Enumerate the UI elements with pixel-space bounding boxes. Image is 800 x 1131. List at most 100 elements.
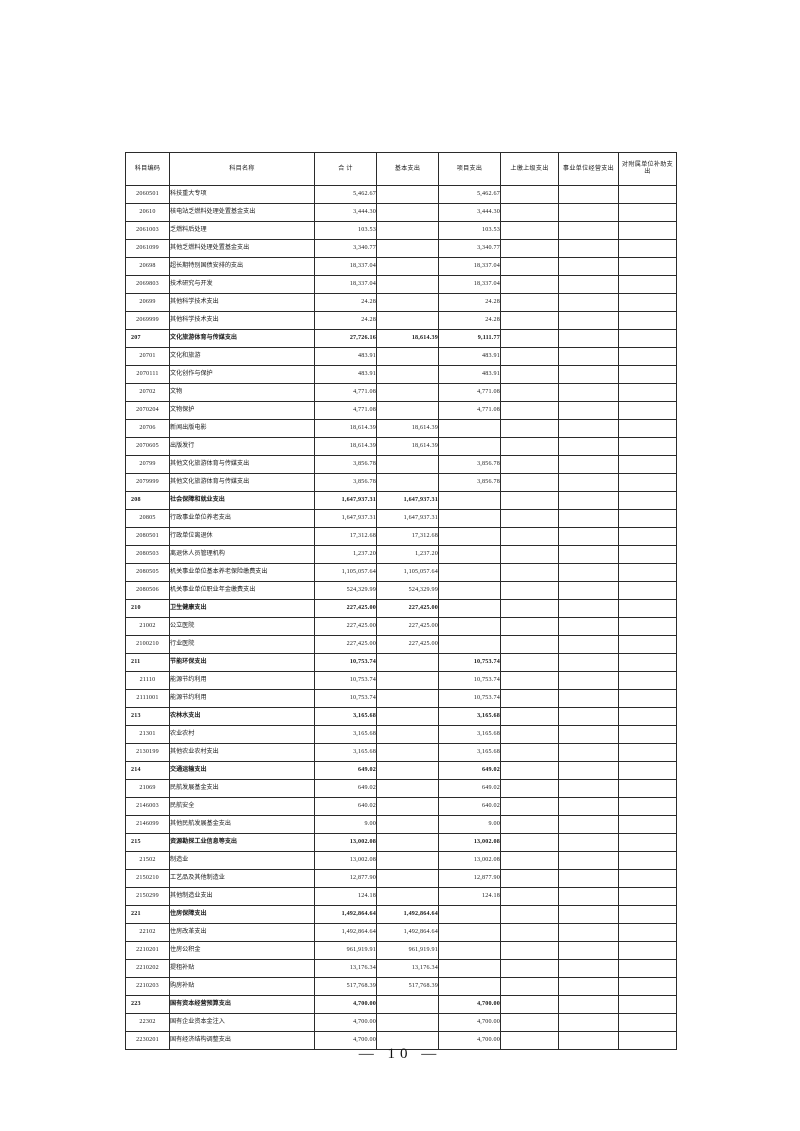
cell-subject-code: 2080505 bbox=[125, 563, 170, 582]
cell-operating-expenditure bbox=[558, 509, 619, 528]
cell-subject-code: 2100210 bbox=[125, 635, 170, 654]
cell-project-expenditure: 483.91 bbox=[438, 365, 501, 384]
cell-subsidiary-subsidy bbox=[618, 779, 677, 798]
cell-project-expenditure: 3,165.68 bbox=[438, 743, 501, 762]
cell-basic-expenditure bbox=[376, 707, 439, 726]
cell-project-expenditure: 3,165.68 bbox=[438, 725, 501, 744]
cell-operating-expenditure bbox=[558, 815, 619, 834]
cell-subject-name: 民航安全 bbox=[169, 797, 315, 816]
cell-subsidiary-subsidy bbox=[618, 473, 677, 492]
cell-operating-expenditure bbox=[558, 581, 619, 600]
cell-subject-code: 2146099 bbox=[125, 815, 170, 834]
cell-basic-expenditure bbox=[376, 779, 439, 798]
cell-operating-expenditure bbox=[558, 347, 619, 366]
cell-upper-level-expenditure bbox=[500, 869, 559, 888]
cell-project-expenditure bbox=[438, 635, 501, 654]
cell-subsidiary-subsidy bbox=[618, 221, 677, 240]
cell-subsidiary-subsidy bbox=[618, 599, 677, 618]
cell-operating-expenditure bbox=[558, 995, 619, 1014]
cell-subject-name: 工艺品及其他制造业 bbox=[169, 869, 315, 888]
cell-subject-name: 文物 bbox=[169, 383, 315, 402]
cell-subsidiary-subsidy bbox=[618, 239, 677, 258]
cell-subject-code: 2150299 bbox=[125, 887, 170, 906]
table-row: 21002 公立医院 227,425.00 227,425.00 bbox=[125, 617, 677, 636]
cell-subject-name: 核电站乏燃料处理处置基金支出 bbox=[169, 203, 315, 222]
table-row: 22102 住房改革支出 1,492,864.64 1,492,864.64 bbox=[125, 923, 677, 942]
table-row: 211 节能环保支出 10,753.74 10,753.74 bbox=[125, 653, 677, 672]
table-row: 21502 制造业 13,002.08 13,002.08 bbox=[125, 851, 677, 870]
cell-basic-expenditure bbox=[376, 275, 439, 294]
cell-basic-expenditure bbox=[376, 185, 439, 204]
cell-subject-name: 新闻出版电影 bbox=[169, 419, 315, 438]
cell-upper-level-expenditure bbox=[500, 833, 559, 852]
cell-basic-expenditure bbox=[376, 815, 439, 834]
table-row: 20701 文化和旅游 483.91 483.91 bbox=[125, 347, 677, 366]
cell-subject-code: 20799 bbox=[125, 455, 170, 474]
cell-basic-expenditure bbox=[376, 887, 439, 906]
cell-project-expenditure: 4,771.08 bbox=[438, 401, 501, 420]
table-body: 2060501 科技重大专项 5,462.67 5,462.67 20610 核电站乏燃料… bbox=[125, 185, 677, 1050]
cell-upper-level-expenditure bbox=[500, 329, 559, 348]
cell-project-expenditure: 3,856.78 bbox=[438, 455, 501, 474]
cell-basic-expenditure: 1,237.20 bbox=[376, 545, 439, 564]
cell-subsidiary-subsidy bbox=[618, 761, 677, 780]
cell-operating-expenditure bbox=[558, 257, 619, 276]
cell-operating-expenditure bbox=[558, 383, 619, 402]
cell-basic-expenditure bbox=[376, 293, 439, 312]
cell-subject-code: 2070605 bbox=[125, 437, 170, 456]
cell-subject-name: 出版发行 bbox=[169, 437, 315, 456]
table-row: 2060501 科技重大专项 5,462.67 5,462.67 bbox=[125, 185, 677, 204]
cell-subsidiary-subsidy bbox=[618, 887, 677, 906]
cell-project-expenditure bbox=[438, 581, 501, 600]
cell-operating-expenditure bbox=[558, 419, 619, 438]
table-row: 2100210 行业医院 227,425.00 227,425.00 bbox=[125, 635, 677, 654]
cell-subject-name: 国有企业资本金注入 bbox=[169, 1013, 315, 1032]
cell-total: 961,919.91 bbox=[314, 941, 377, 960]
cell-upper-level-expenditure bbox=[500, 995, 559, 1014]
cell-total: 1,647,937.31 bbox=[314, 509, 377, 528]
table-row: 20706 新闻出版电影 18,614.39 18,614.39 bbox=[125, 419, 677, 438]
table-row: 2080503 离退休人员管理机构 1,237.20 1,237.20 bbox=[125, 545, 677, 564]
cell-project-expenditure bbox=[438, 509, 501, 528]
column-header-upper-level-expenditure: 上缴上级支出 bbox=[500, 152, 559, 186]
cell-upper-level-expenditure bbox=[500, 293, 559, 312]
cell-subject-code: 20610 bbox=[125, 203, 170, 222]
cell-upper-level-expenditure bbox=[500, 761, 559, 780]
budget-table-container: 科目编码 科目名称 合 计 基本支出 项目支出 上缴上级支出 事业单位经营支出 … bbox=[125, 152, 677, 1050]
cell-subject-name: 其他科学技术支出 bbox=[169, 293, 315, 312]
cell-upper-level-expenditure bbox=[500, 653, 559, 672]
cell-project-expenditure bbox=[438, 599, 501, 618]
cell-basic-expenditure bbox=[376, 1013, 439, 1032]
cell-total: 18,337.04 bbox=[314, 257, 377, 276]
table-header: 科目编码 科目名称 合 计 基本支出 项目支出 上缴上级支出 事业单位经营支出 … bbox=[125, 152, 677, 186]
cell-project-expenditure bbox=[438, 923, 501, 942]
cell-basic-expenditure: 1,492,864.64 bbox=[376, 905, 439, 924]
cell-subject-code: 22102 bbox=[125, 923, 170, 942]
column-header-total: 合 计 bbox=[314, 152, 377, 186]
table-row: 2210203 购房补贴 517,768.39 517,768.39 bbox=[125, 977, 677, 996]
cell-subsidiary-subsidy bbox=[618, 1013, 677, 1032]
cell-operating-expenditure bbox=[558, 689, 619, 708]
cell-subsidiary-subsidy bbox=[618, 1031, 677, 1050]
cell-subsidiary-subsidy bbox=[618, 707, 677, 726]
cell-basic-expenditure: 17,312.68 bbox=[376, 527, 439, 546]
cell-total: 517,768.39 bbox=[314, 977, 377, 996]
column-header-subsidiary-subsidy-expenditure: 对附属单位补助支出 bbox=[618, 152, 677, 186]
cell-total: 18,614.39 bbox=[314, 419, 377, 438]
cell-subject-name: 乏燃料后处理 bbox=[169, 221, 315, 240]
table-row: 215 资源勘探工业信息等支出 13,002.08 13,002.08 bbox=[125, 833, 677, 852]
cell-subsidiary-subsidy bbox=[618, 617, 677, 636]
cell-upper-level-expenditure bbox=[500, 257, 559, 276]
table-row: 2080505 机关事业单位基本养老保险缴费支出 1,105,057.64 1,105… bbox=[125, 563, 677, 582]
cell-subject-name: 制造业 bbox=[169, 851, 315, 870]
cell-total: 13,002.08 bbox=[314, 851, 377, 870]
table-row: 2069803 技术研究与开发 18,337.04 18,337.04 bbox=[125, 275, 677, 294]
cell-subsidiary-subsidy bbox=[618, 383, 677, 402]
cell-subject-code: 2230201 bbox=[125, 1031, 170, 1050]
cell-subject-code: 20698 bbox=[125, 257, 170, 276]
table-row: 214 交通运输支出 649.02 649.02 bbox=[125, 761, 677, 780]
cell-operating-expenditure bbox=[558, 599, 619, 618]
table-row: 2061003 乏燃料后处理 103.53 103.53 bbox=[125, 221, 677, 240]
cell-subject-code: 20706 bbox=[125, 419, 170, 438]
cell-project-expenditure bbox=[438, 527, 501, 546]
